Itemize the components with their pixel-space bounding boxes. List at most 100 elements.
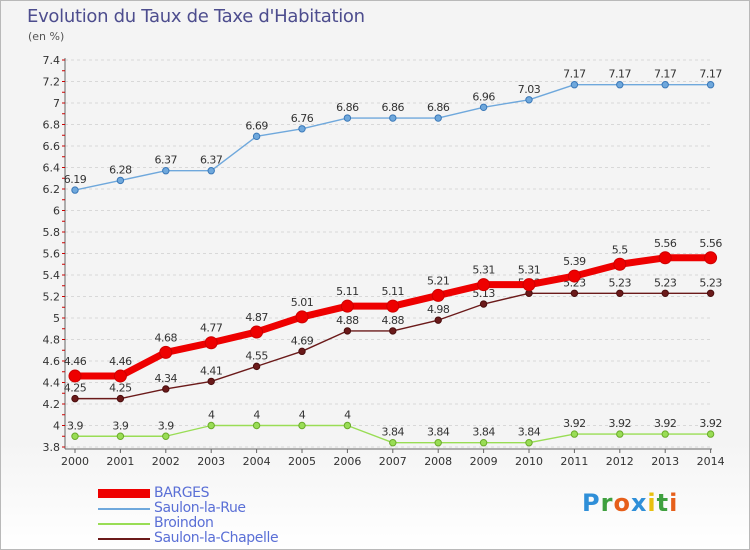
data-point (298, 125, 306, 133)
proxiti-logo: Proxiti (582, 489, 678, 517)
data-point (207, 421, 215, 430)
data-point (522, 278, 536, 292)
data-label: 6.86 (336, 101, 359, 114)
data-point (616, 289, 624, 297)
data-point (479, 439, 488, 447)
data-label: 6.37 (155, 154, 178, 167)
legend-swatch (98, 489, 150, 498)
data-point (295, 310, 309, 324)
data-point (570, 430, 579, 438)
data-label: 7.17 (654, 68, 677, 81)
data-point (658, 251, 672, 265)
data-point (525, 96, 533, 104)
data-label: 5.13 (472, 287, 495, 300)
data-point (252, 362, 261, 371)
data-point (116, 176, 125, 185)
y-tick-label: 3.8 (43, 441, 61, 454)
series-barges: 4.46 4.46 4.68 4.77 4.87 5.01 5.11 5.11 5.21 5.31… (64, 237, 723, 383)
legend-swatch (98, 523, 150, 525)
data-point (525, 439, 533, 447)
x-tick-label: 2007 (379, 455, 407, 468)
data-label: 5.23 (654, 276, 677, 289)
legend-label: Broindon (154, 515, 214, 531)
data-point (661, 430, 669, 438)
data-label: 4.41 (200, 364, 223, 377)
y-tick-label: 6 (53, 205, 60, 218)
data-label: 7.17 (609, 68, 632, 81)
data-point (159, 345, 173, 359)
logo-letter: t (656, 489, 670, 517)
data-point (477, 278, 491, 292)
data-label: 4.46 (109, 355, 132, 368)
data-label: 5.56 (699, 237, 722, 250)
x-tick-label: 2010 (515, 455, 543, 468)
data-point (479, 300, 488, 308)
data-point (162, 167, 170, 175)
data-label: 3.9 (67, 419, 83, 432)
data-label: 3.84 (472, 426, 495, 439)
x-tick-label: 2006 (333, 455, 361, 468)
x-tick-label: 2014 (697, 455, 725, 468)
y-tick-label: 4.6 (43, 355, 61, 368)
y-tick-label: 6.6 (43, 140, 61, 153)
data-label: 4.46 (64, 355, 87, 368)
data-point (661, 81, 669, 89)
legend-swatch (98, 538, 150, 540)
x-tick-label: 2012 (606, 455, 634, 468)
y-tick-label: 5 (53, 312, 60, 325)
data-label: 3.84 (382, 426, 405, 439)
chart-title: Evolution du Taux de Taxe d'Habitation (27, 6, 365, 27)
logo-letter: x (630, 489, 648, 517)
data-label: 5.11 (336, 285, 359, 298)
data-point (389, 114, 397, 122)
data-point (162, 385, 170, 393)
x-tick-label: 2003 (197, 455, 225, 468)
logo-letter: r (600, 489, 614, 517)
data-point (68, 369, 82, 383)
data-label: 4.69 (291, 334, 314, 347)
data-point (207, 167, 215, 175)
data-point (298, 347, 306, 356)
data-point (567, 269, 581, 283)
data-point (162, 432, 170, 440)
x-tick-label: 2011 (560, 455, 588, 468)
data-point (389, 327, 397, 335)
data-point (116, 394, 125, 403)
data-point (71, 394, 79, 403)
y-tick-label: 6.4 (43, 162, 61, 175)
data-label: 4.68 (155, 331, 178, 344)
data-point (340, 299, 354, 313)
data-point (389, 439, 397, 447)
data-label: 5.23 (699, 276, 722, 289)
data-label: 3.84 (427, 426, 450, 439)
y-tick-label: 4 (53, 420, 60, 433)
data-label: 4 (208, 409, 215, 422)
data-label: 6.19 (64, 173, 87, 186)
data-point (250, 325, 264, 339)
data-label: 5.31 (472, 264, 495, 277)
y-tick-label: 6.8 (43, 119, 61, 132)
data-point (570, 81, 579, 89)
chart-subtitle: (en %) (28, 30, 65, 43)
data-label: 6.37 (200, 154, 223, 167)
data-label: 3.92 (654, 417, 677, 430)
legend-label: Saulon-la-Chapelle (154, 530, 279, 546)
data-label: 5.23 (609, 276, 632, 289)
data-label: 6.76 (291, 112, 314, 125)
data-point (252, 421, 261, 430)
data-point (704, 251, 718, 265)
data-label: 4.25 (109, 382, 132, 395)
data-label: 5.5 (612, 243, 628, 256)
line-chart: 3.844.24.44.64.855.25.45.65.866.26.46.66… (43, 54, 725, 468)
data-point (570, 289, 579, 297)
y-tick-label: 4.8 (43, 334, 61, 347)
data-label: 4.98 (427, 303, 450, 316)
data-label: 5.39 (563, 255, 586, 268)
y-tick-label: 4.4 (43, 377, 61, 390)
data-point (116, 432, 125, 440)
data-label: 4 (299, 409, 306, 422)
legend-label: BARGES (154, 485, 210, 501)
data-point (207, 377, 215, 386)
data-label: 5.01 (291, 296, 314, 309)
y-tick-label: 7.4 (43, 54, 61, 67)
